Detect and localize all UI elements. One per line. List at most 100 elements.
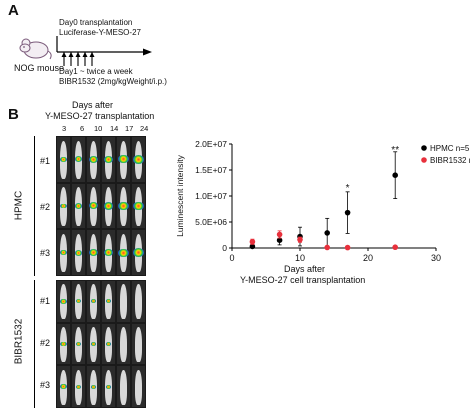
panel-b-label: B [8, 106, 19, 123]
day-label: 24 [140, 124, 149, 133]
day-labels: 3 6 10 14 17 24 [62, 124, 149, 136]
mouse-body [134, 284, 143, 320]
luminescence-signal [74, 203, 83, 209]
mouse-icon [19, 38, 52, 60]
row-label: #2 [40, 202, 51, 212]
data-point [249, 243, 256, 250]
row-label: #3 [40, 248, 51, 258]
days-header-line1: Days after [72, 100, 114, 110]
mouse-body [134, 326, 143, 362]
chart-xlabel-line2: Y-MESO-27 cell transplantation [240, 275, 366, 285]
mouse-thumbnail [102, 183, 115, 229]
luminescence-chart: 0 5.0E+06 1.0E+07 1.5E+07 2.0E+07 0 10 20 30 Lumi… [175, 139, 470, 263]
luminescence-signal [89, 249, 98, 257]
luminescence-signal [60, 203, 67, 209]
mouse-body [134, 369, 143, 405]
mouse-thumbnail [117, 230, 130, 275]
mouse-thumbnail [87, 366, 100, 407]
mouse-thumbnail [72, 183, 85, 229]
data-point [324, 244, 330, 251]
luminescence-signal [103, 202, 114, 210]
mouse-thumbnail [72, 230, 85, 275]
mouse-label: NOG mouse [14, 63, 65, 73]
data-point [249, 238, 256, 245]
bibr-bracket [34, 280, 35, 408]
mouse-thumbnail [87, 281, 100, 322]
timeline-top-line1: Day0 transplantation [59, 18, 133, 27]
mouse-body [119, 369, 128, 405]
mouse-thumbnail [132, 230, 145, 275]
mouse-thumbnail [72, 281, 85, 322]
luminescence-signal [91, 384, 96, 389]
day-label: 3 [62, 124, 67, 133]
mouse-thumbnail [117, 323, 130, 365]
panel-a-label: A [8, 2, 19, 19]
luminescence-signal [75, 299, 82, 304]
timeline-bottom-line2: BIBR1532 (2mg/kgWeight/i.p.) [59, 77, 167, 86]
mouse-thumbnail [57, 137, 70, 182]
timeline-top-line2: Luciferase-Y-MESO-27 [59, 28, 141, 37]
data-point [344, 209, 351, 216]
y-axis-label: Luminescent intensity [175, 154, 185, 236]
bibr-group-label: BIBR1532 [13, 318, 25, 365]
luminescence-signal [133, 201, 144, 211]
data-point [392, 172, 398, 178]
data-point [392, 244, 398, 251]
data-point [344, 244, 351, 251]
hpmc-bracket [34, 136, 35, 276]
data-point [297, 236, 303, 243]
luminescence-signal [106, 299, 111, 304]
luminescence-signal [89, 202, 98, 210]
mouse-thumbnail [87, 183, 100, 229]
day-label: 10 [94, 124, 103, 133]
luminescence-signal [60, 250, 67, 256]
luminescence-signal [106, 384, 111, 389]
hpmc-group-label: HPMC [13, 190, 25, 221]
mouse-thumbnail [132, 137, 145, 182]
luminescence-signal [60, 298, 67, 304]
mouse-thumbnail [117, 281, 130, 322]
row-label: #1 [40, 296, 51, 306]
x-tick-label: 10 [295, 253, 305, 263]
luminescence-signal [118, 201, 129, 210]
mouse-thumbnail [57, 281, 70, 322]
luminescence-signal [103, 248, 114, 257]
legend-marker [421, 145, 427, 151]
mouse-thumbnail [117, 366, 130, 407]
mouse-thumbnail [102, 281, 115, 322]
mouse-thumbnail [72, 323, 85, 365]
x-tick-label: 20 [363, 253, 373, 263]
luminescence-signal [75, 341, 82, 347]
luminescence-signal [75, 384, 82, 389]
luminescence-signal [133, 155, 144, 164]
mouse-thumbnail [102, 137, 115, 182]
mouse-thumbnail [72, 137, 85, 182]
hpmc-imaging-grid [56, 136, 146, 276]
y-tick-label: 2.0E+07 [195, 139, 227, 149]
luminescence-signal [60, 341, 67, 347]
legend-marker [421, 157, 427, 163]
luminescence-signal [91, 342, 96, 346]
luminescence-signal [118, 155, 129, 164]
mouse-thumbnail [87, 323, 100, 365]
mouse-thumbnail [117, 183, 130, 229]
bibr-group-label-wrap: BIBR1532 [4, 319, 34, 365]
data-point [276, 237, 283, 243]
luminescence-signal [60, 156, 67, 162]
significance-marker: * [346, 183, 350, 194]
days-header-line2: Y-MESO-27 transplantation [45, 111, 155, 121]
mouse-body [119, 284, 128, 320]
luminescence-signal [118, 248, 129, 257]
mouse-thumbnail [72, 366, 85, 407]
mouse-thumbnail [87, 137, 100, 182]
mouse-body [119, 326, 128, 362]
x-tick-label: 0 [229, 253, 234, 263]
row-label: #3 [40, 380, 51, 390]
y-tick-label: 5.0E+06 [195, 217, 227, 227]
luminescence-signal [133, 248, 144, 257]
mouse-thumbnail [132, 323, 145, 365]
day-label: 6 [80, 124, 85, 133]
mouse-thumbnail [132, 183, 145, 229]
y-tick-label: 1.5E+07 [195, 165, 227, 175]
chart-xlabel-line1: Days after [284, 264, 326, 274]
